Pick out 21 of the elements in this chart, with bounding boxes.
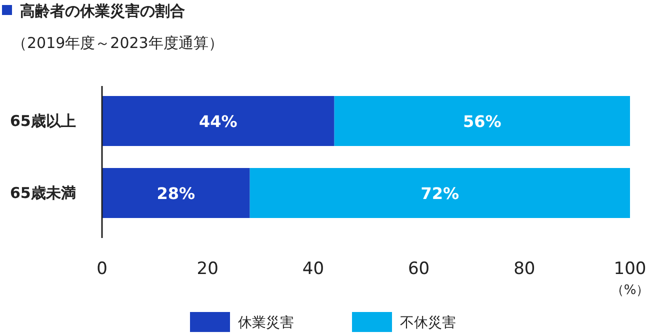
bar — [102, 168, 250, 218]
data-label: 44% — [199, 112, 238, 131]
bar — [250, 168, 630, 218]
chart-subtitle: （2019年度～2023年度通算） — [12, 34, 224, 52]
legend-label: 休業災害 — [238, 315, 294, 331]
data-label: 56% — [463, 112, 502, 131]
x-tick-label: 100 — [614, 259, 646, 279]
y-tick-label: 65歳未満 — [10, 184, 76, 202]
bar — [102, 96, 334, 146]
x-tick-label: 80 — [514, 259, 536, 279]
x-tick-label: 60 — [408, 259, 430, 279]
data-label: 28% — [156, 184, 196, 203]
bar — [334, 96, 630, 146]
x-tick-label: 0 — [96, 259, 108, 279]
legend-label: 不休災害 — [400, 315, 456, 331]
y-tick-label: 65歳以上 — [10, 112, 76, 130]
chart-title: 高齢者の休業災害の割合 — [20, 2, 185, 20]
x-axis-title: （%） — [610, 283, 650, 298]
data-label: 72% — [420, 184, 460, 203]
x-tick-label: 40 — [302, 259, 324, 279]
x-tick-label: 20 — [196, 259, 218, 279]
